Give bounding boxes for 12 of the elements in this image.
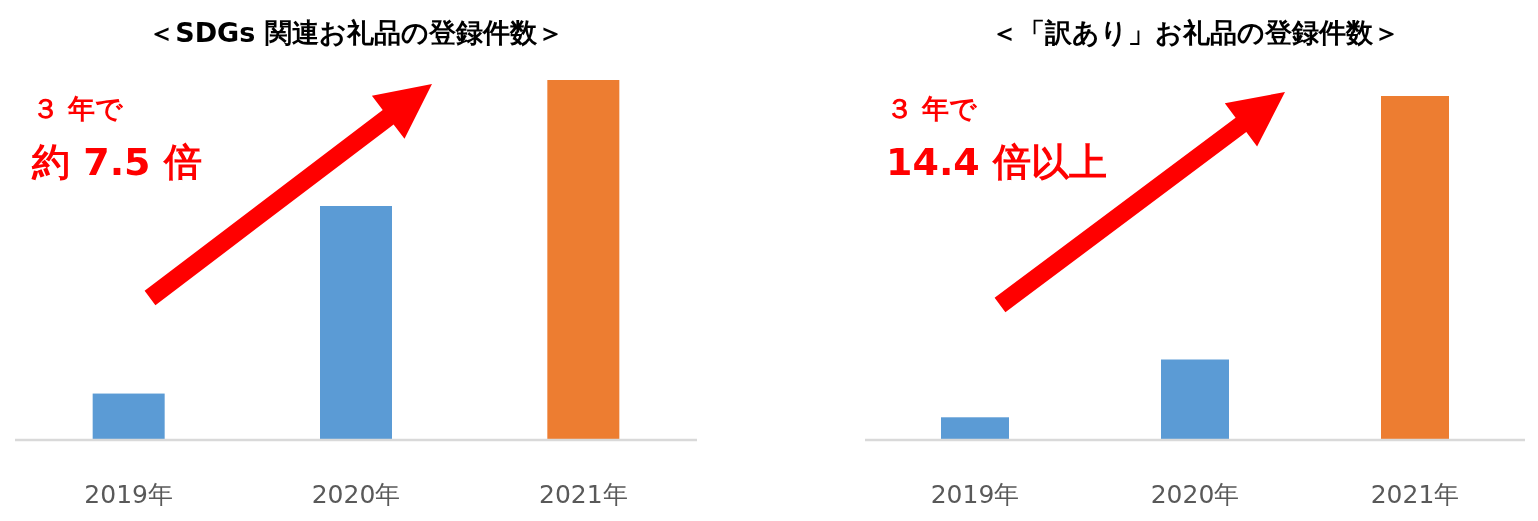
chart-title: ＜SDGs 関連お礼品の登録件数＞	[148, 17, 564, 48]
x-tick-label: 2019年	[84, 480, 173, 509]
annotation: ３ 年で	[886, 93, 979, 124]
x-tick-label: 2019年	[930, 480, 1020, 509]
annotation: ３ 年で	[32, 93, 125, 124]
x-tick-label: 2020年	[1150, 480, 1240, 509]
x-tick-label: 2021年	[539, 480, 628, 509]
annotation: 約 7.5 倍	[31, 140, 202, 184]
chart-title: ＜「訳あり」お礼品の登録件数＞	[990, 17, 1400, 48]
x-tick-label: 2020年	[311, 480, 401, 509]
x-tick-label: 2021年	[1370, 480, 1460, 509]
annotation: 14.4 倍以上	[886, 140, 1107, 184]
